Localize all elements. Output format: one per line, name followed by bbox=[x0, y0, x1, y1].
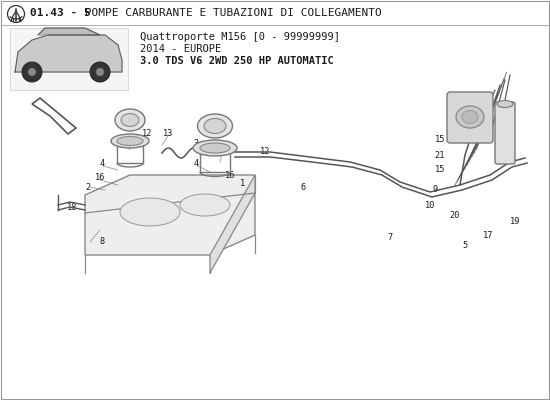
Ellipse shape bbox=[117, 136, 143, 146]
Text: 4: 4 bbox=[100, 160, 104, 168]
Ellipse shape bbox=[180, 194, 230, 216]
Text: 20: 20 bbox=[450, 210, 460, 220]
Ellipse shape bbox=[497, 100, 513, 108]
Text: 15: 15 bbox=[434, 166, 446, 174]
Ellipse shape bbox=[193, 140, 237, 156]
Ellipse shape bbox=[200, 143, 230, 153]
Text: 16: 16 bbox=[95, 174, 105, 182]
Text: 5: 5 bbox=[463, 240, 468, 250]
FancyBboxPatch shape bbox=[447, 92, 493, 143]
Text: 21: 21 bbox=[434, 150, 446, 160]
Ellipse shape bbox=[197, 114, 233, 138]
Polygon shape bbox=[210, 175, 255, 273]
Text: 1: 1 bbox=[240, 178, 246, 188]
Text: 8: 8 bbox=[100, 238, 104, 246]
Text: 18: 18 bbox=[67, 202, 77, 212]
Polygon shape bbox=[38, 28, 100, 35]
Text: 3: 3 bbox=[116, 138, 120, 146]
Ellipse shape bbox=[204, 118, 226, 134]
Text: 3.0 TDS V6 2WD 250 HP AUTOMATIC: 3.0 TDS V6 2WD 250 HP AUTOMATIC bbox=[140, 56, 334, 66]
Text: POMPE CARBURANTE E TUBAZIONI DI COLLEGAMENTO: POMPE CARBURANTE E TUBAZIONI DI COLLEGAM… bbox=[78, 8, 382, 18]
Text: 6: 6 bbox=[300, 182, 306, 192]
Text: 13: 13 bbox=[217, 148, 227, 156]
Bar bbox=[10, 28, 128, 90]
Text: 12: 12 bbox=[260, 148, 270, 156]
Text: 16: 16 bbox=[225, 170, 235, 180]
Polygon shape bbox=[32, 98, 76, 134]
Ellipse shape bbox=[115, 109, 145, 131]
Polygon shape bbox=[15, 35, 122, 72]
Polygon shape bbox=[85, 175, 255, 255]
Text: 13: 13 bbox=[163, 130, 173, 138]
Text: Quattroporte M156 [0 - 99999999]: Quattroporte M156 [0 - 99999999] bbox=[140, 32, 340, 42]
Circle shape bbox=[22, 62, 42, 82]
Text: 15: 15 bbox=[434, 136, 446, 144]
Text: 4: 4 bbox=[194, 160, 199, 168]
Text: 7: 7 bbox=[387, 232, 393, 242]
Text: 2: 2 bbox=[85, 182, 91, 192]
Circle shape bbox=[28, 68, 36, 76]
Text: 01.43 - 5: 01.43 - 5 bbox=[30, 8, 91, 18]
Ellipse shape bbox=[121, 114, 139, 126]
Circle shape bbox=[96, 68, 104, 76]
Ellipse shape bbox=[456, 106, 484, 128]
Text: 10: 10 bbox=[425, 200, 435, 210]
Text: 17: 17 bbox=[483, 230, 493, 240]
Text: 2014 - EUROPE: 2014 - EUROPE bbox=[140, 44, 221, 54]
Text: 3: 3 bbox=[194, 140, 199, 148]
Circle shape bbox=[90, 62, 110, 82]
Ellipse shape bbox=[462, 110, 478, 124]
Ellipse shape bbox=[111, 134, 149, 148]
Text: 19: 19 bbox=[510, 218, 520, 226]
Text: 9: 9 bbox=[432, 186, 438, 194]
Ellipse shape bbox=[120, 198, 180, 226]
Text: 12: 12 bbox=[142, 130, 152, 138]
FancyBboxPatch shape bbox=[495, 102, 515, 164]
